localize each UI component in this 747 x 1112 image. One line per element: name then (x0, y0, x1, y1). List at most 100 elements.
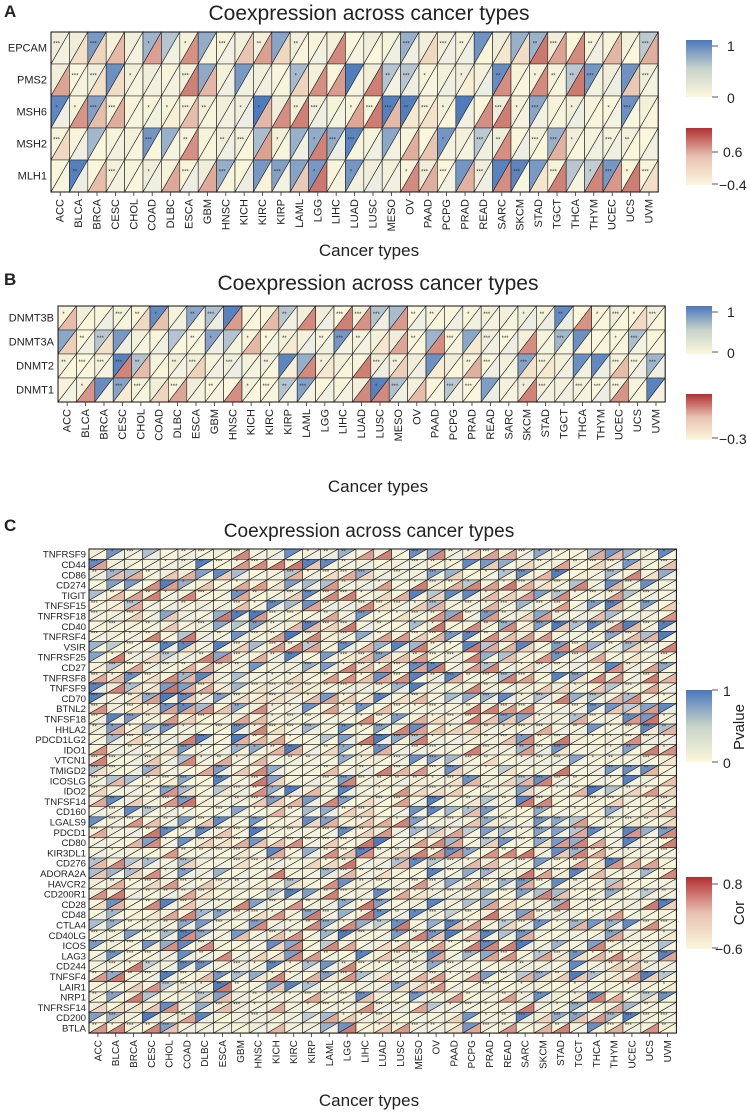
panel-c-cell-significance: ** (199, 848, 204, 854)
panel-c-cell-significance: ** (430, 673, 435, 679)
panel-b-x-tick-label: KIRP (283, 409, 295, 435)
panel-c-cell-significance: ** (573, 879, 578, 885)
panel-a-cell-significance: * (571, 137, 574, 143)
panel-c-cell-significance: *** (554, 621, 562, 627)
panel-b-x-tick-label: READ (485, 409, 497, 440)
panel-c-cell-significance: *** (162, 663, 170, 669)
panel-c-cell-significance: *** (625, 766, 633, 772)
panel-a-pvalue-tick-min: 0 (727, 90, 735, 106)
panel-c-cell-significance: * (236, 611, 239, 617)
panel-c-cell-significance: *** (358, 930, 366, 936)
panel-c-cell-significance: *** (233, 786, 241, 792)
panel-b-x-tick-label: OV (411, 408, 423, 425)
panel-c-cell-significance: *** (180, 879, 188, 885)
panel-c-cell-significance: *** (126, 704, 134, 710)
panel-a-cell-significance: ** (257, 41, 262, 47)
panel-c-cell-significance: *** (322, 621, 330, 627)
panel-c-cell-significance: *** (536, 910, 544, 916)
panel-c-cell-significance: *** (358, 611, 366, 617)
panel-c-cell-significance: ** (573, 560, 578, 566)
panel-c-cell-significance: ** (234, 704, 239, 710)
panel-a-cell-significance: ** (183, 137, 188, 143)
panel-c-cell-significance: ** (484, 724, 489, 730)
panel-a-cell-significance: *** (384, 105, 392, 111)
panel-c-cell-significance: * (449, 560, 452, 566)
panel-c-cell-significance: *** (126, 941, 134, 947)
panel-c-cell-significance: *** (660, 951, 668, 957)
panel-c-cell-significance: *** (554, 776, 562, 782)
panel-c-cell-significance: *** (536, 694, 544, 700)
panel-c-cell-significance: ** (145, 570, 150, 576)
panel-b-cell-significance: *** (170, 384, 178, 390)
panel-b-cell-significance: ** (282, 336, 287, 342)
panel-c-cell-significance: *** (411, 745, 419, 751)
panel-a-x-tick-label: BLCA (73, 198, 85, 227)
panel-a-cell-significance: * (258, 105, 261, 111)
panel-c-cell-significance: *** (322, 827, 330, 833)
panel-c-cell-significance: *** (215, 663, 223, 669)
panel-a-cell-significance: *** (347, 137, 355, 143)
panel-c-cell-significance: *** (536, 755, 544, 761)
panel-c-cell-significance: *** (607, 1013, 615, 1019)
panel-b-cell-significance: ** (190, 336, 195, 342)
panel-c-cell-significance: *** (269, 642, 277, 648)
panel-c-cell-significance: *** (447, 869, 455, 875)
panel-c-cor-tick-max: 0.8 (723, 876, 743, 892)
panel-c-cell-significance: *** (393, 601, 401, 607)
panel-c-x-tick-label: LIHC (360, 1040, 371, 1063)
panel-c-cell-significance: *** (126, 1023, 134, 1029)
panel-c-cell-significance: *** (518, 1013, 526, 1019)
panel-c-cell-significance: *** (393, 673, 401, 679)
panel-c-cell-significance: *** (643, 941, 651, 947)
panel-c-cell-significance: *** (429, 632, 437, 638)
panel-a-cell-significance: * (166, 105, 169, 111)
panel-a-x-tick-label: ACC (55, 199, 67, 222)
panel-c-cell-significance: *** (287, 683, 295, 689)
panel-c-cell-significance: ** (662, 1023, 667, 1029)
panel-a-title: Coexpression across cancer types (209, 2, 530, 25)
panel-b-cell-significance: * (633, 312, 636, 318)
panel-c-cell-significance: *** (109, 663, 117, 669)
panel-c-cell-significance: *** (198, 683, 206, 689)
panel-b-cell-significance: *** (557, 336, 565, 342)
panel-b-x-tick-label: PAAD (430, 409, 442, 438)
panel-c-cell-significance: * (503, 580, 506, 586)
panel-c-cell-significance: ** (199, 951, 204, 957)
panel-c-cell-significance: *** (251, 858, 259, 864)
panel-c-cell-significance: ** (448, 549, 453, 555)
panel-c-cell-significance: ** (466, 972, 471, 978)
panel-b-x-tick-label: HNSC (227, 409, 239, 440)
panel-c-cell-significance: *** (465, 714, 473, 720)
panel-c-cell-significance: *** (429, 570, 437, 576)
panel-c-cell-significance: *** (536, 724, 544, 730)
panel-c-cell-significance: * (360, 591, 363, 597)
panel-b-cell-significance: * (246, 336, 249, 342)
panel-c-cell-significance: *** (447, 889, 455, 895)
panel-a-cell-significance: *** (587, 73, 595, 79)
panel-c-cell-significance: *** (358, 652, 366, 658)
panel-c-x-tick-label: KIRC (289, 1040, 300, 1064)
panel-c-cell-significance: * (414, 601, 417, 607)
panel-c-cell-significance: *** (518, 570, 526, 576)
panel-a-cell-significance: * (74, 105, 77, 111)
panel-c-cell-significance: ** (234, 797, 239, 803)
panel-c-x-tick-label: SARC (521, 1040, 532, 1068)
panel-c-cell-significance: *** (198, 735, 206, 741)
panel-c-cell-significance: *** (322, 972, 330, 978)
panel-c-cell-significance: * (574, 591, 577, 597)
panel-c-cell-significance: ** (323, 745, 328, 751)
panel-c-cell-significance: * (645, 549, 648, 555)
panel-c-cell-significance: ** (270, 869, 275, 875)
panel-c-cell-significance: ** (573, 951, 578, 957)
panel-c-row-label: TNFSF15 (44, 601, 86, 612)
panel-c-cell-significance: *** (215, 1003, 223, 1009)
panel-c-cell-significance: ** (412, 930, 417, 936)
panel-c-cell-significance: ** (537, 838, 542, 844)
panel-c-cell-significance: *** (304, 992, 312, 998)
panel-c-cell-significance: *** (180, 797, 188, 803)
panel-c-cell-significance: ** (181, 663, 186, 669)
panel-c-cell-significance: *** (251, 683, 259, 689)
panel-c-cell-significance: *** (215, 920, 223, 926)
panel-c-row-label: BTLA (62, 1023, 87, 1034)
panel-c-cell-significance: *** (251, 776, 259, 782)
